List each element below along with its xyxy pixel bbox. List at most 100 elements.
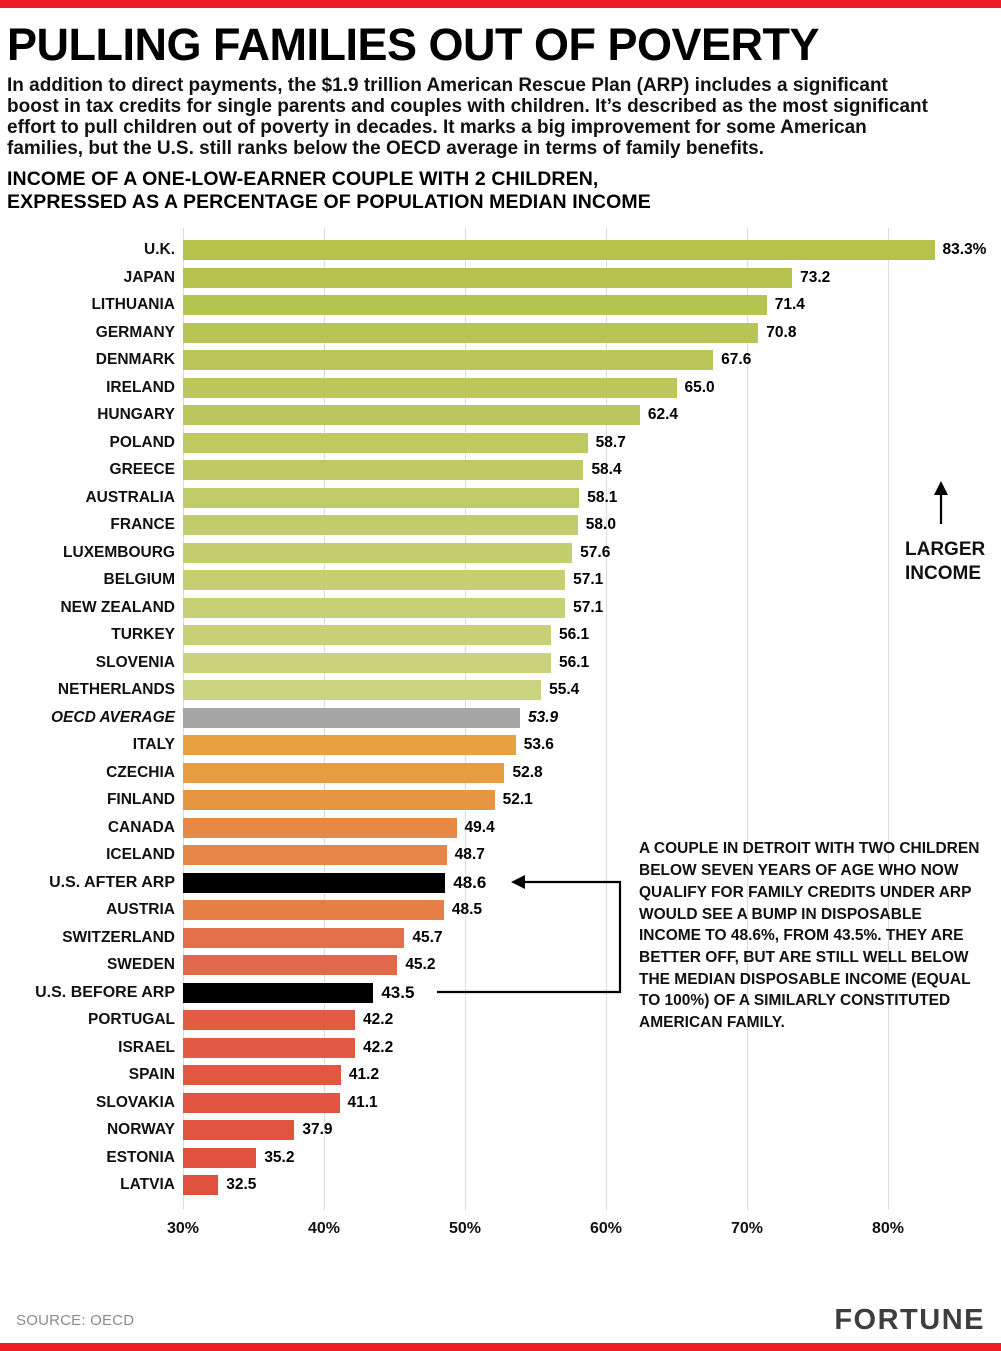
top-accent-bar — [0, 0, 1001, 8]
bar-track: 58.0 — [183, 511, 987, 539]
bar-value: 56.1 — [559, 626, 590, 644]
bar — [183, 1065, 341, 1086]
bar — [183, 817, 457, 838]
bar — [183, 735, 516, 756]
bar-track: 71.4 — [183, 291, 987, 319]
bar — [183, 1092, 340, 1113]
country-label: GERMANY — [95, 323, 175, 341]
bar-track: 58.1 — [183, 484, 987, 512]
chart-row: ITALY 53.6 — [7, 731, 987, 759]
chart-row: SWEDEN 45.2 — [7, 951, 987, 979]
country-label: CZECHIA — [106, 763, 175, 781]
chart-row: ESTONIA 35.2 — [7, 1144, 987, 1172]
bar-track: 83.3% — [183, 236, 987, 264]
bar-chart: U.K. 83.3% JAPAN 73.2 LITHUANIA 71.4 GER… — [7, 228, 987, 1251]
bar-track: 56.1 — [183, 649, 987, 677]
bar-value: 45.2 — [405, 956, 436, 974]
bar — [183, 955, 398, 976]
country-label: GREECE — [109, 461, 175, 479]
country-label: POLAND — [109, 433, 175, 451]
bar — [183, 652, 551, 673]
chart-row: CANADA 49.4 — [7, 814, 987, 842]
bar-track: 49.4 — [183, 814, 987, 842]
chart-row: PORTUGAL 42.2 — [7, 1006, 987, 1034]
bar-value: 35.2 — [264, 1148, 295, 1166]
bar-value: 58.1 — [587, 488, 618, 506]
country-label: SWEDEN — [106, 956, 175, 974]
country-label: U.S. BEFORE ARP — [35, 983, 175, 1001]
x-axis-tick: 40% — [307, 1220, 341, 1238]
bar-track: 52.1 — [183, 786, 987, 814]
country-label: CANADA — [107, 818, 175, 836]
bar — [183, 1010, 356, 1031]
bar-track: 57.1 — [183, 566, 987, 594]
bar — [183, 240, 935, 261]
chart-row: LITHUANIA 71.4 — [7, 291, 987, 319]
bar-track: 52.8 — [183, 759, 987, 787]
bar-value: 48.7 — [454, 846, 485, 864]
country-label: NEW ZEALAND — [60, 598, 175, 616]
bar-value: 57.1 — [573, 598, 604, 616]
bar — [183, 542, 573, 563]
chart-row: CZECHIA 52.8 — [7, 759, 987, 787]
gridline — [888, 228, 889, 1211]
bar — [183, 322, 759, 343]
bar-track: 42.2 — [183, 1034, 987, 1062]
bar-value: 58.7 — [595, 433, 626, 451]
bar-value: 37.9 — [302, 1121, 333, 1139]
bar-value: 73.2 — [800, 268, 831, 286]
bar-track: 57.6 — [183, 539, 987, 567]
source-label: SOURCE: OECD — [16, 1312, 135, 1329]
chart-row: DENMARK 67.6 — [7, 346, 987, 374]
country-label: LATVIA — [120, 1176, 175, 1194]
bar-track: 57.1 — [183, 594, 987, 622]
larger-income-label: LARGER INCOME — [905, 539, 986, 585]
bar-value: 58.0 — [585, 516, 616, 534]
chart-row: SLOVENIA 56.1 — [7, 649, 987, 677]
bar — [183, 982, 374, 1003]
chart-rows: U.K. 83.3% JAPAN 73.2 LITHUANIA 71.4 GER… — [7, 236, 987, 1199]
chart-row: IRELAND 65.0 — [7, 374, 987, 402]
chart-row: FINLAND 52.1 — [7, 786, 987, 814]
country-label: NORWAY — [106, 1121, 175, 1139]
bar — [183, 487, 580, 508]
chart-row: SLOVAKIA 41.1 — [7, 1089, 987, 1117]
bar-value: 42.2 — [363, 1011, 394, 1029]
chart-annotation: A COUPLE IN DETROIT WITH TWO CHILDREN BE… — [639, 840, 980, 1031]
chart-row: POLAND 58.7 — [7, 429, 987, 457]
intro-paragraph: In addition to direct payments, the $1.9… — [7, 74, 928, 159]
country-label: NETHERLANDS — [57, 681, 175, 699]
country-label: PORTUGAL — [88, 1011, 175, 1029]
bar — [183, 845, 447, 866]
x-axis-tick: 50% — [448, 1220, 482, 1238]
bar-track: 56.1 — [183, 621, 987, 649]
bar-value: 49.4 — [464, 818, 495, 836]
bar — [183, 377, 677, 398]
chart-row: ISRAEL 42.2 — [7, 1034, 987, 1062]
bar — [183, 1147, 257, 1168]
bar — [183, 405, 640, 426]
bar-track: 45.2 — [183, 951, 987, 979]
bar-value: 48.5 — [451, 901, 483, 919]
bar-track: 43.5 — [183, 979, 987, 1007]
gridline — [747, 228, 748, 1211]
country-label: IRELAND — [106, 378, 175, 396]
bar — [183, 872, 446, 893]
content: PULLING FAMILIES OUT OF POVERTY In addit… — [7, 22, 987, 1251]
bar-value: 43.5 — [381, 982, 415, 1002]
bar — [183, 350, 714, 371]
bar-track: 53.9 — [183, 704, 987, 732]
bar — [183, 267, 793, 288]
country-label: SWITZERLAND — [62, 928, 175, 946]
country-label: BELGIUM — [103, 571, 175, 589]
chart-row: JAPAN 73.2 — [7, 264, 987, 292]
bar-track: 70.8 — [183, 319, 987, 347]
country-label: AUSTRIA — [106, 901, 175, 919]
bar-track: 58.7 — [183, 429, 987, 457]
country-label: U.K. — [144, 241, 175, 259]
bar-value: 45.7 — [412, 928, 443, 946]
bar-value: 67.6 — [721, 351, 752, 369]
bar-value: 53.9 — [527, 708, 559, 726]
chart-row: GREECE 58.4 — [7, 456, 987, 484]
country-label: TURKEY — [111, 626, 175, 644]
